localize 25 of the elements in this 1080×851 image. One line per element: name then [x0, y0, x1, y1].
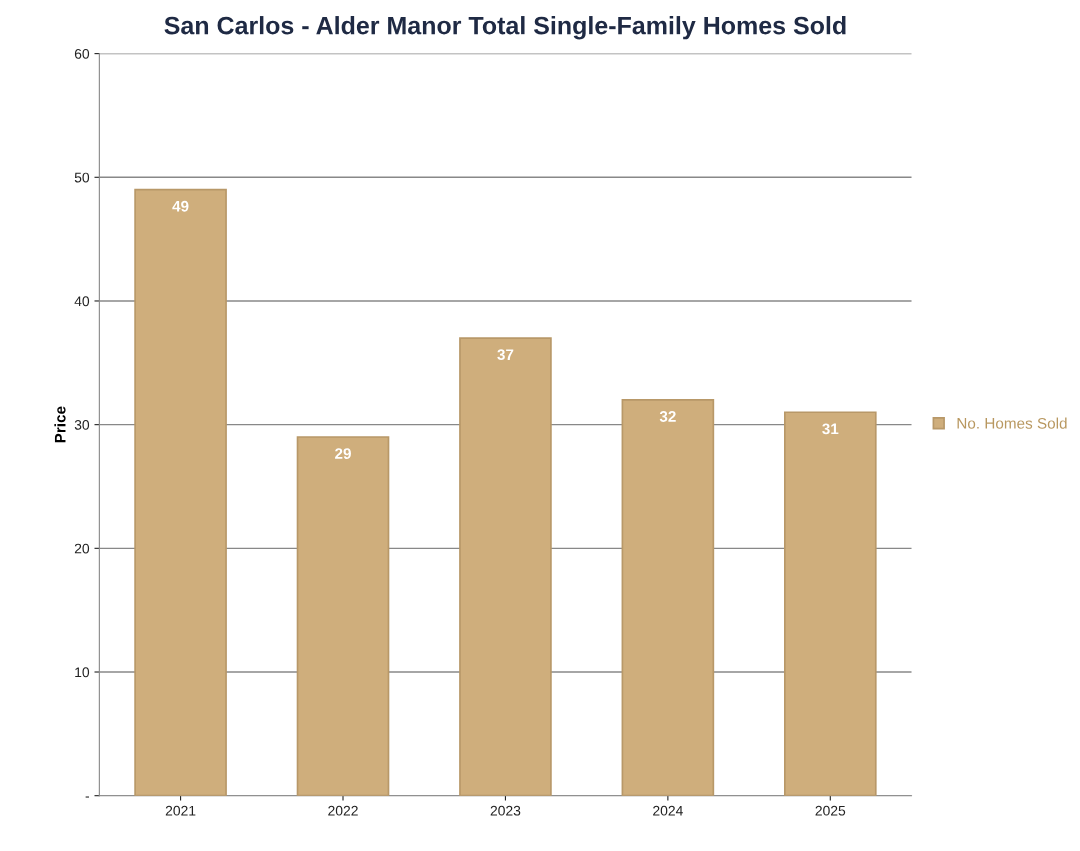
- bar: [459, 337, 552, 796]
- y-tick-label: 50: [74, 172, 90, 183]
- y-tick-label: 10: [75, 667, 90, 678]
- bar: [134, 188, 227, 796]
- y-axis-title: Price: [54, 406, 66, 443]
- y-tick-label: 20: [74, 543, 90, 554]
- data-label: 32: [659, 411, 676, 422]
- x-tick-label: 2022: [328, 805, 358, 816]
- x-tick-label: 2021: [165, 805, 196, 816]
- x-tick-label: 2024: [653, 805, 683, 816]
- bar: [621, 399, 715, 796]
- chart-title: San Carlos - Alder Manor Total Single-Family Homes Sold: [164, 16, 846, 40]
- data-label: 29: [335, 448, 351, 459]
- y-tick-label: -: [85, 796, 90, 798]
- data-label: 49: [172, 200, 189, 212]
- x-tick-label: 2025: [815, 805, 846, 816]
- y-tick-label: 30: [74, 419, 90, 430]
- y-tick-label: 60: [74, 48, 90, 59]
- bar: [296, 436, 390, 796]
- bar: [783, 411, 877, 796]
- x-tick-label: 2023: [490, 805, 521, 816]
- y-tick-label: 40: [74, 296, 90, 307]
- data-label: 31: [822, 423, 839, 435]
- legend-label: No. Homes Sold: [957, 417, 1067, 429]
- data-label: 37: [497, 349, 514, 361]
